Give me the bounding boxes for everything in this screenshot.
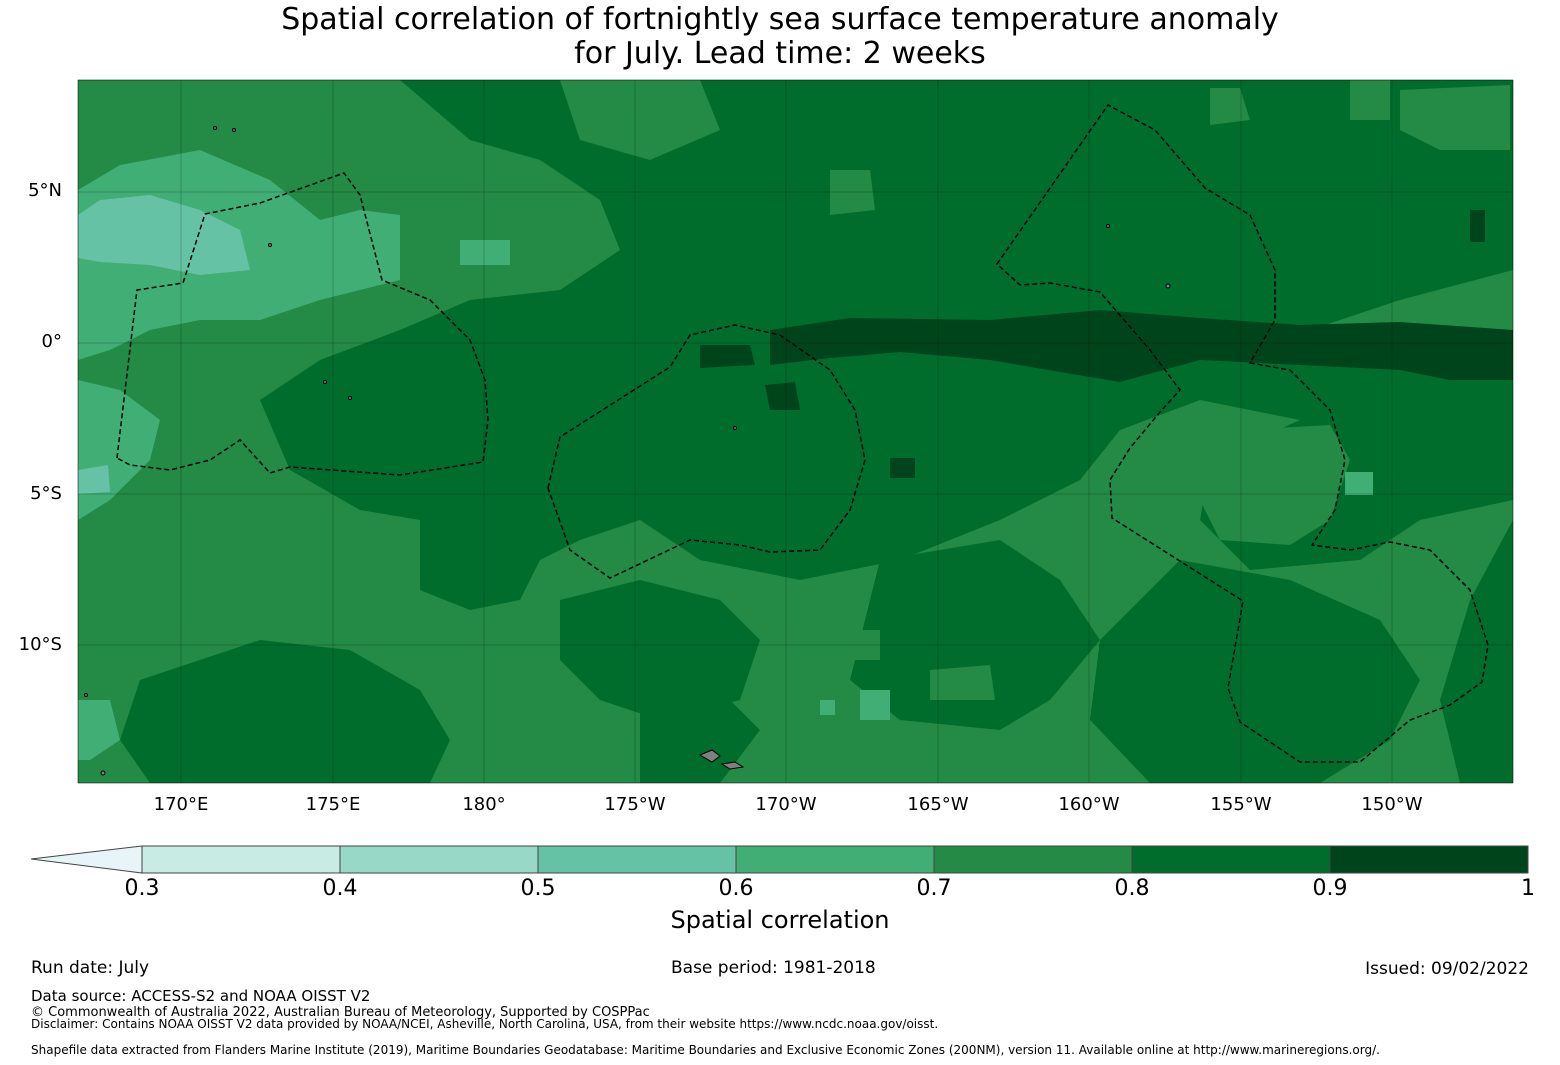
colorbar-bin-0.8-0.9 (1132, 846, 1330, 873)
correlation-band-0.5-0.6 (78, 195, 250, 494)
island-dot (84, 693, 88, 697)
colorbar-tick-0.7: 0.7 (916, 876, 952, 901)
colorbar-bin-0.3-0.4 (142, 846, 340, 873)
colorbar-tick-0.9: 0.9 (1312, 876, 1348, 901)
colorbar-dividers (339, 846, 1331, 873)
colorbar-tick-0.8: 0.8 (1114, 876, 1150, 901)
correlation-band-0.9-1 (700, 210, 1513, 478)
island-dot (1165, 283, 1171, 289)
colorbar-tick-0.4: 0.4 (322, 876, 358, 901)
islands (84, 126, 1171, 776)
colorbar-bin-0.6-0.7 (736, 846, 934, 873)
lon-label-150W: 150°W (1361, 794, 1423, 815)
colorbar-frame (141, 845, 1529, 874)
run-date: Run date: July (31, 958, 150, 978)
island-dot (323, 380, 327, 384)
colorbar-bin-0.7-0.8 (934, 846, 1132, 873)
colorbar-bin-0.9-1 (1330, 846, 1528, 873)
island-dot (348, 396, 352, 400)
chart-title-line-1: Spatial correlation of fortnightly sea s… (281, 2, 1279, 37)
samoa-island-2 (720, 761, 745, 770)
island-dot (232, 128, 236, 132)
colorbar-bin-0.4-0.5 (340, 846, 538, 873)
island-dot (268, 243, 272, 247)
colorbar-label: Spatial correlation (670, 906, 890, 934)
colorbar-tick-1: 1 (1521, 876, 1535, 901)
samoa-island (698, 749, 721, 763)
colorbar-tick-0.6: 0.6 (718, 876, 754, 901)
chart-title-line-2: for July. Lead time: 2 weeks (574, 36, 986, 71)
copyright-note: © Commonwealth of Australia 2022, Austra… (31, 1005, 650, 1020)
island-dot (100, 770, 106, 776)
colorbar-bin-0.5-0.6 (538, 846, 736, 873)
island-dot (1106, 224, 1110, 228)
lon-label-175W: 175°W (604, 794, 666, 815)
lon-label-160W: 160°W (1058, 794, 1120, 815)
colorbar-extend-arrow (30, 845, 143, 874)
lon-label-170E: 170°E (153, 794, 209, 815)
map-gridlines (78, 80, 1513, 783)
issued-date: Issued: 09/02/2022 (1365, 959, 1529, 979)
lon-label-175E: 175°E (305, 794, 361, 815)
lon-label-170W: 170°W (755, 794, 817, 815)
eez-boundaries (116, 104, 1489, 763)
correlation-band-0.7-0.8 (560, 80, 1510, 700)
colorbar-tick-0.3: 0.3 (124, 876, 160, 901)
lat-label-0: 0° (41, 331, 62, 352)
data-source: Data source: ACCESS-S2 and NOAA OISST V2 (31, 987, 371, 1005)
disclaimer-note: Disclaimer: Contains NOAA OISST V2 data … (31, 1017, 939, 1031)
lat-label-5S: 5°S (30, 483, 62, 504)
base-period: Base period: 1981-2018 (671, 958, 876, 978)
lat-label-10S: 10°S (18, 634, 62, 655)
shapefile-note: Shapefile data extracted from Flanders M… (31, 1043, 1380, 1057)
lon-label-155W: 155°W (1210, 794, 1272, 815)
lon-label-165W: 165°W (907, 794, 969, 815)
map-frame (77, 79, 1514, 784)
colorbar-tick-0.5: 0.5 (520, 876, 556, 901)
island-dot (733, 426, 737, 430)
lat-label-5N: 5°N (28, 180, 62, 201)
lon-label-180: 180° (462, 794, 506, 815)
island-dot (213, 126, 217, 130)
